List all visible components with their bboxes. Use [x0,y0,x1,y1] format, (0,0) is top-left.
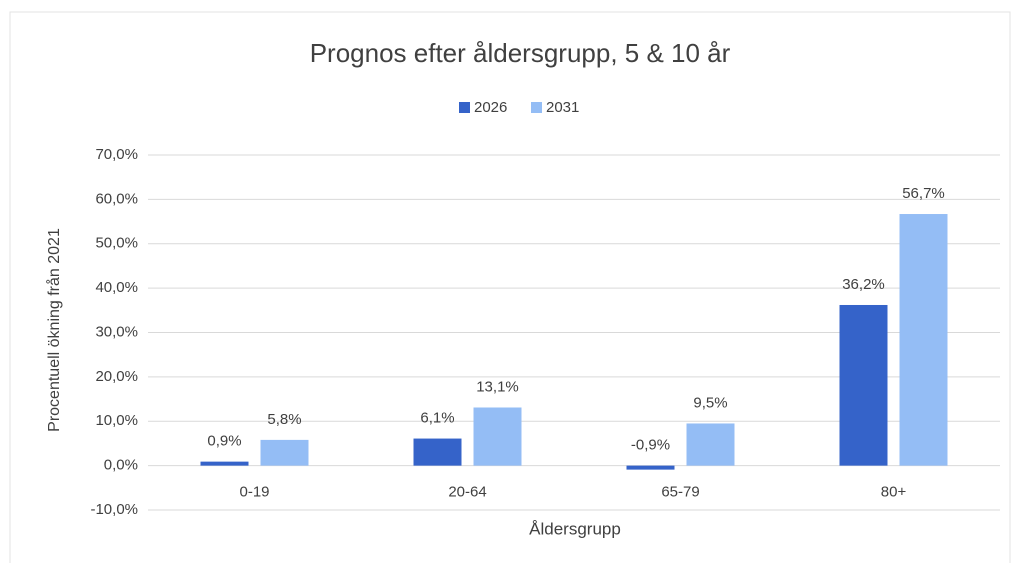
value-label: 9,5% [693,394,727,411]
y-axis-title: Procentuell ökning från 2021 [45,228,63,432]
bar [686,423,735,466]
y-tick-label: 70,0% [95,146,138,163]
y-tick-label: 20,0% [95,368,138,385]
value-label: 6,1% [420,410,454,427]
bar [413,438,462,466]
legend-swatch [459,102,470,113]
legend-label: 2026 [474,99,507,116]
y-tick-label: 10,0% [95,412,138,429]
bar [260,439,309,466]
value-label: 56,7% [902,185,945,202]
y-tick-label: 60,0% [95,190,138,207]
bar [899,214,948,466]
legend-swatch [531,102,542,113]
bar [473,407,522,466]
value-label: 0,9% [207,433,241,450]
chart-title: Prognos efter åldersgrupp, 5 & 10 år [310,38,731,68]
y-tick-label: 40,0% [95,279,138,296]
x-tick-label: 65-79 [661,484,699,501]
chart-frame [9,11,1011,563]
x-axis-title: Åldersgrupp [529,519,621,538]
x-tick-label: 20-64 [448,484,486,501]
y-tick-label: 30,0% [95,323,138,340]
value-label: 13,1% [476,378,519,395]
x-tick-label: 0-19 [239,484,269,501]
value-label: -0,9% [631,437,670,454]
bar [200,461,249,466]
y-tick-label: 0,0% [104,457,138,474]
value-label: 5,8% [267,411,301,428]
y-tick-label: -10,0% [90,501,138,518]
value-label: 36,2% [842,276,885,293]
x-tick-label: 80+ [881,484,907,501]
bar [839,304,888,466]
bar [626,465,675,470]
legend-label: 2031 [546,99,579,116]
y-tick-label: 50,0% [95,235,138,252]
